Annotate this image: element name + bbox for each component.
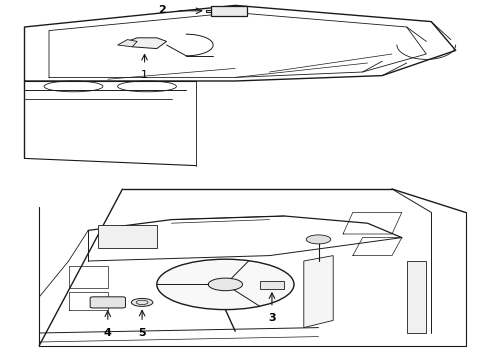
Circle shape [306, 235, 331, 244]
Polygon shape [211, 6, 247, 16]
Text: 3: 3 [268, 313, 276, 323]
Polygon shape [127, 38, 167, 49]
Polygon shape [260, 281, 284, 289]
Text: 2: 2 [158, 5, 166, 15]
Polygon shape [98, 225, 157, 248]
Text: 4: 4 [104, 328, 112, 338]
Polygon shape [118, 40, 137, 47]
Circle shape [208, 278, 243, 291]
Polygon shape [407, 261, 426, 333]
Text: 5: 5 [138, 328, 146, 338]
Text: 1: 1 [141, 70, 148, 80]
Polygon shape [304, 256, 333, 328]
Circle shape [131, 298, 153, 306]
FancyBboxPatch shape [90, 297, 125, 308]
Circle shape [157, 259, 294, 310]
